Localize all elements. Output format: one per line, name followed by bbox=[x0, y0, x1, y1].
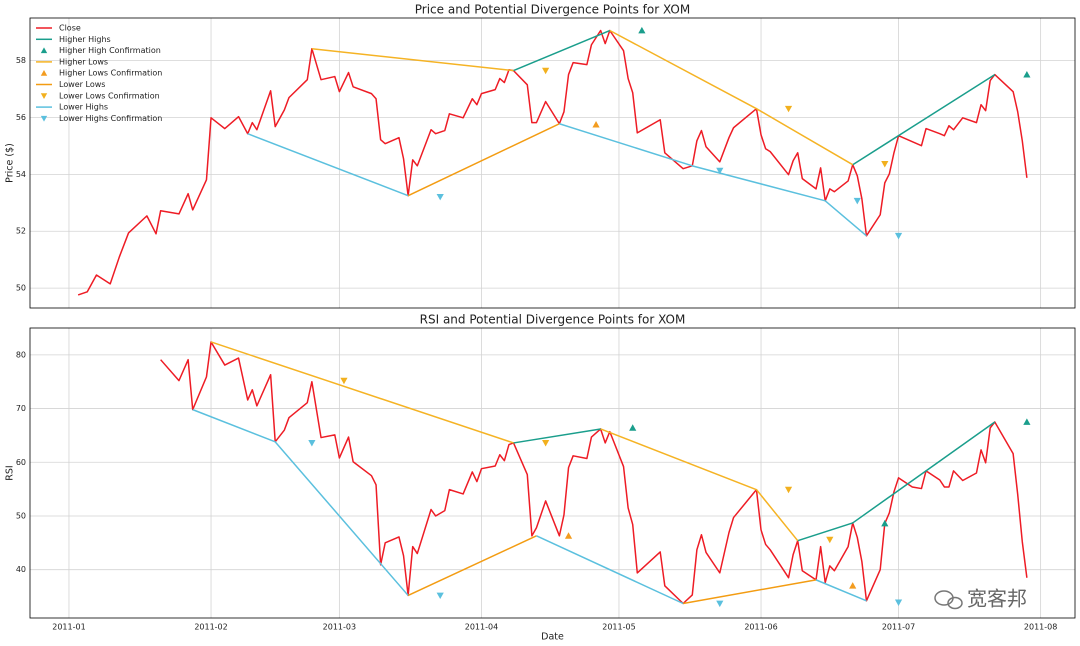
y-axis-label: Price ($) bbox=[5, 143, 16, 183]
chart-title: RSI and Potential Divergence Points for … bbox=[420, 313, 686, 327]
legend-label: Close bbox=[59, 24, 81, 33]
confirmation-marker bbox=[436, 193, 444, 201]
plot-area bbox=[30, 328, 1075, 618]
confirmation-marker bbox=[716, 167, 724, 175]
series-line bbox=[513, 421, 996, 542]
confirmation-marker bbox=[881, 160, 889, 168]
legend-label: Lower Highs Confirmation bbox=[59, 114, 162, 123]
x-tick-label: 2011-05 bbox=[602, 623, 635, 632]
x-tick-label: 2011-06 bbox=[744, 623, 777, 632]
confirmation-marker bbox=[894, 599, 903, 607]
x-tick-label: 2011-02 bbox=[194, 623, 227, 632]
confirmation-marker bbox=[784, 105, 793, 113]
legend-label: Lower Lows Confirmation bbox=[59, 91, 160, 100]
legend-label: Higher Lows bbox=[59, 57, 108, 66]
y-tick-label: 54 bbox=[16, 170, 26, 179]
plot-area bbox=[30, 18, 1075, 308]
legend-label: Lower Highs bbox=[59, 103, 108, 112]
legend-marker bbox=[40, 93, 48, 99]
confirmation-marker bbox=[849, 582, 857, 589]
series-line bbox=[407, 535, 817, 605]
y-tick-label: 52 bbox=[16, 227, 26, 236]
x-tick-label: 2011-07 bbox=[882, 623, 915, 632]
legend-marker bbox=[40, 115, 48, 122]
confirmation-marker bbox=[308, 440, 316, 447]
y-tick-label: 56 bbox=[16, 113, 26, 122]
axes: 50 52 54 56 58 Price and Potential Divergence… bbox=[5, 3, 1076, 309]
y-tick-label: 50 bbox=[16, 511, 26, 520]
x-tick-label: 2011-04 bbox=[465, 623, 498, 632]
legend-label: Higher High Confirmation bbox=[59, 46, 161, 55]
watermark-icon bbox=[934, 590, 963, 610]
x-tick-label: 2011-08 bbox=[1024, 623, 1057, 632]
legend-marker bbox=[40, 70, 48, 76]
series-line bbox=[210, 341, 799, 542]
watermark: 宽客邦 bbox=[967, 587, 1027, 611]
confirmation-marker bbox=[638, 26, 646, 34]
legend-marker bbox=[40, 47, 48, 54]
y-tick-label: 50 bbox=[16, 284, 26, 293]
legend-label: Lower Lows bbox=[59, 80, 105, 89]
series-line bbox=[247, 123, 867, 237]
x-tick-label: 2011-01 bbox=[52, 623, 85, 632]
series-line bbox=[160, 341, 1028, 605]
series-line bbox=[407, 123, 560, 197]
legend: Close Higher Highs Higher High Confirmatio… bbox=[36, 24, 162, 123]
y-tick-label: 40 bbox=[16, 565, 26, 574]
y-tick-label: 58 bbox=[16, 56, 26, 65]
confirmation-marker bbox=[716, 600, 724, 608]
series-line bbox=[77, 29, 1028, 296]
y-tick-label: 80 bbox=[16, 350, 26, 359]
y-tick-label: 60 bbox=[16, 458, 26, 467]
x-tick-label: 2011-03 bbox=[323, 623, 356, 632]
chart-title: Price and Potential Divergence Points fo… bbox=[415, 3, 690, 17]
confirmation-marker bbox=[436, 592, 444, 600]
confirmation-marker bbox=[1023, 418, 1031, 425]
confirmation-marker bbox=[826, 536, 834, 544]
confirmation-marker bbox=[592, 121, 600, 128]
y-tick-label: 70 bbox=[16, 404, 26, 413]
confirmation-marker bbox=[1023, 70, 1031, 78]
series-line bbox=[192, 408, 867, 605]
confirmation-marker bbox=[542, 440, 550, 447]
axes-frame bbox=[29, 327, 1076, 619]
axes-frame bbox=[29, 17, 1076, 309]
confirmation-marker bbox=[894, 232, 903, 240]
legend-label: Higher Lows Confirmation bbox=[59, 69, 162, 78]
x-axis-label: Date bbox=[541, 632, 564, 643]
legend-label: Higher Highs bbox=[59, 35, 111, 44]
axes: 40 50 60 70 80 2011-01 2011-02 2011-03 2011-04 20… bbox=[5, 313, 1076, 643]
confirmation-marker bbox=[853, 197, 861, 205]
y-axis-label: RSI bbox=[5, 465, 16, 480]
confirmation-marker bbox=[564, 532, 573, 539]
series-line bbox=[513, 29, 996, 166]
confirmation-marker bbox=[629, 424, 637, 431]
confirmation-marker bbox=[542, 67, 550, 75]
confirmation-marker bbox=[784, 486, 793, 494]
series-line bbox=[311, 29, 854, 166]
confirmation-marker bbox=[340, 377, 348, 385]
confirmation-marker bbox=[881, 519, 889, 527]
